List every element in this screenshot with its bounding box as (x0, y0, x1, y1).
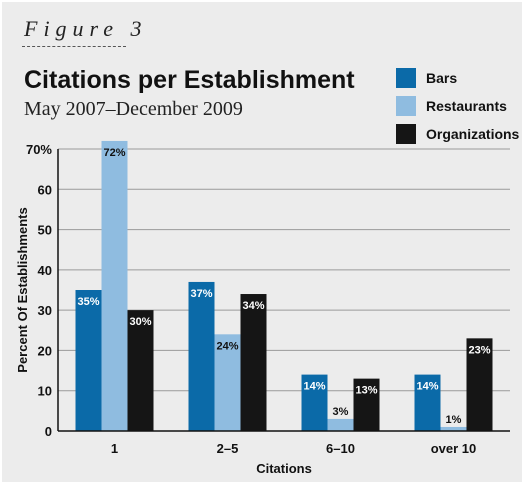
y-tick-label-10: 10 (38, 384, 52, 399)
y-tick-label-40: 40 (38, 263, 52, 278)
bar-organizations-over-10 (466, 338, 493, 431)
bar-organizations-1 (127, 310, 154, 431)
data-label-restaurants-2-5: 24% (216, 340, 238, 352)
legend-label-organizations: Organizations (426, 126, 520, 142)
legend-item-bars: Bars (396, 64, 519, 92)
y-tick-label-20: 20 (38, 343, 52, 358)
x-tick-label-1: 1 (111, 441, 118, 456)
figure-label: Figure 3 (24, 16, 148, 41)
data-label-organizations-2-5: 34% (242, 300, 264, 312)
y-tick-label-70: 70% (26, 142, 52, 157)
chart-subtitle: May 2007–December 2009 (24, 98, 243, 120)
data-label-restaurants-over-10: 1% (446, 414, 462, 426)
y-axis-title: Percent Of Establishments (15, 207, 30, 372)
x-tick-label-6-10: 6–10 (326, 441, 355, 456)
data-label-organizations-6-10: 13% (355, 385, 377, 397)
bar-restaurants-over-10 (440, 426, 467, 431)
bar-restaurants-1 (101, 140, 128, 431)
bar-organizations-6-10 (353, 378, 380, 431)
legend-swatch-bars (396, 68, 416, 88)
y-tick-label-60: 60 (38, 182, 52, 197)
figure-label-rule (22, 46, 126, 47)
legend-item-restaurants: Restaurants (396, 92, 519, 120)
bar-organizations-2-5 (240, 294, 267, 431)
data-label-bars-2-5: 37% (190, 288, 212, 300)
y-tick-label-50: 50 (38, 223, 52, 238)
bar-restaurants-2-5 (214, 334, 241, 431)
y-tick-label-30: 30 (38, 303, 52, 318)
legend-swatch-restaurants (396, 96, 416, 116)
bar-bars-6-10 (301, 374, 328, 431)
chart-title: Citations per Establishment (24, 66, 355, 94)
bar-bars-over-10 (414, 374, 441, 431)
bar-restaurants-6-10 (327, 418, 354, 431)
chart-legend: Bars Restaurants Organizations (396, 64, 519, 148)
x-tick-label-2-5: 2–5 (217, 441, 239, 456)
legend-label-bars: Bars (426, 70, 458, 86)
legend-swatch-organizations (396, 124, 416, 144)
data-label-bars-1: 35% (77, 296, 99, 308)
data-label-organizations-over-10: 23% (468, 344, 490, 356)
y-tick-label-0: 0 (45, 424, 52, 439)
data-label-bars-over-10: 14% (416, 381, 438, 393)
chart-plot: 0 10 20 30 40 50 60 70% 35% 72% 30% 1 37% 24% 34% 2–5 14… (15, 140, 510, 476)
data-label-restaurants-1: 72% (103, 147, 125, 159)
x-axis-title: Citations (256, 461, 312, 476)
data-label-restaurants-6-10: 3% (333, 406, 349, 418)
bar-bars-2-5 (188, 281, 215, 431)
figure-card: Figure 3 Citations per Establishment May… (2, 2, 522, 482)
data-label-organizations-1: 30% (129, 316, 151, 328)
legend-label-restaurants: Restaurants (426, 98, 507, 114)
data-label-bars-6-10: 14% (303, 381, 325, 393)
legend-item-organizations: Organizations (396, 120, 519, 148)
x-tick-label-over-10: over 10 (431, 441, 477, 456)
bar-bars-1 (75, 290, 102, 431)
